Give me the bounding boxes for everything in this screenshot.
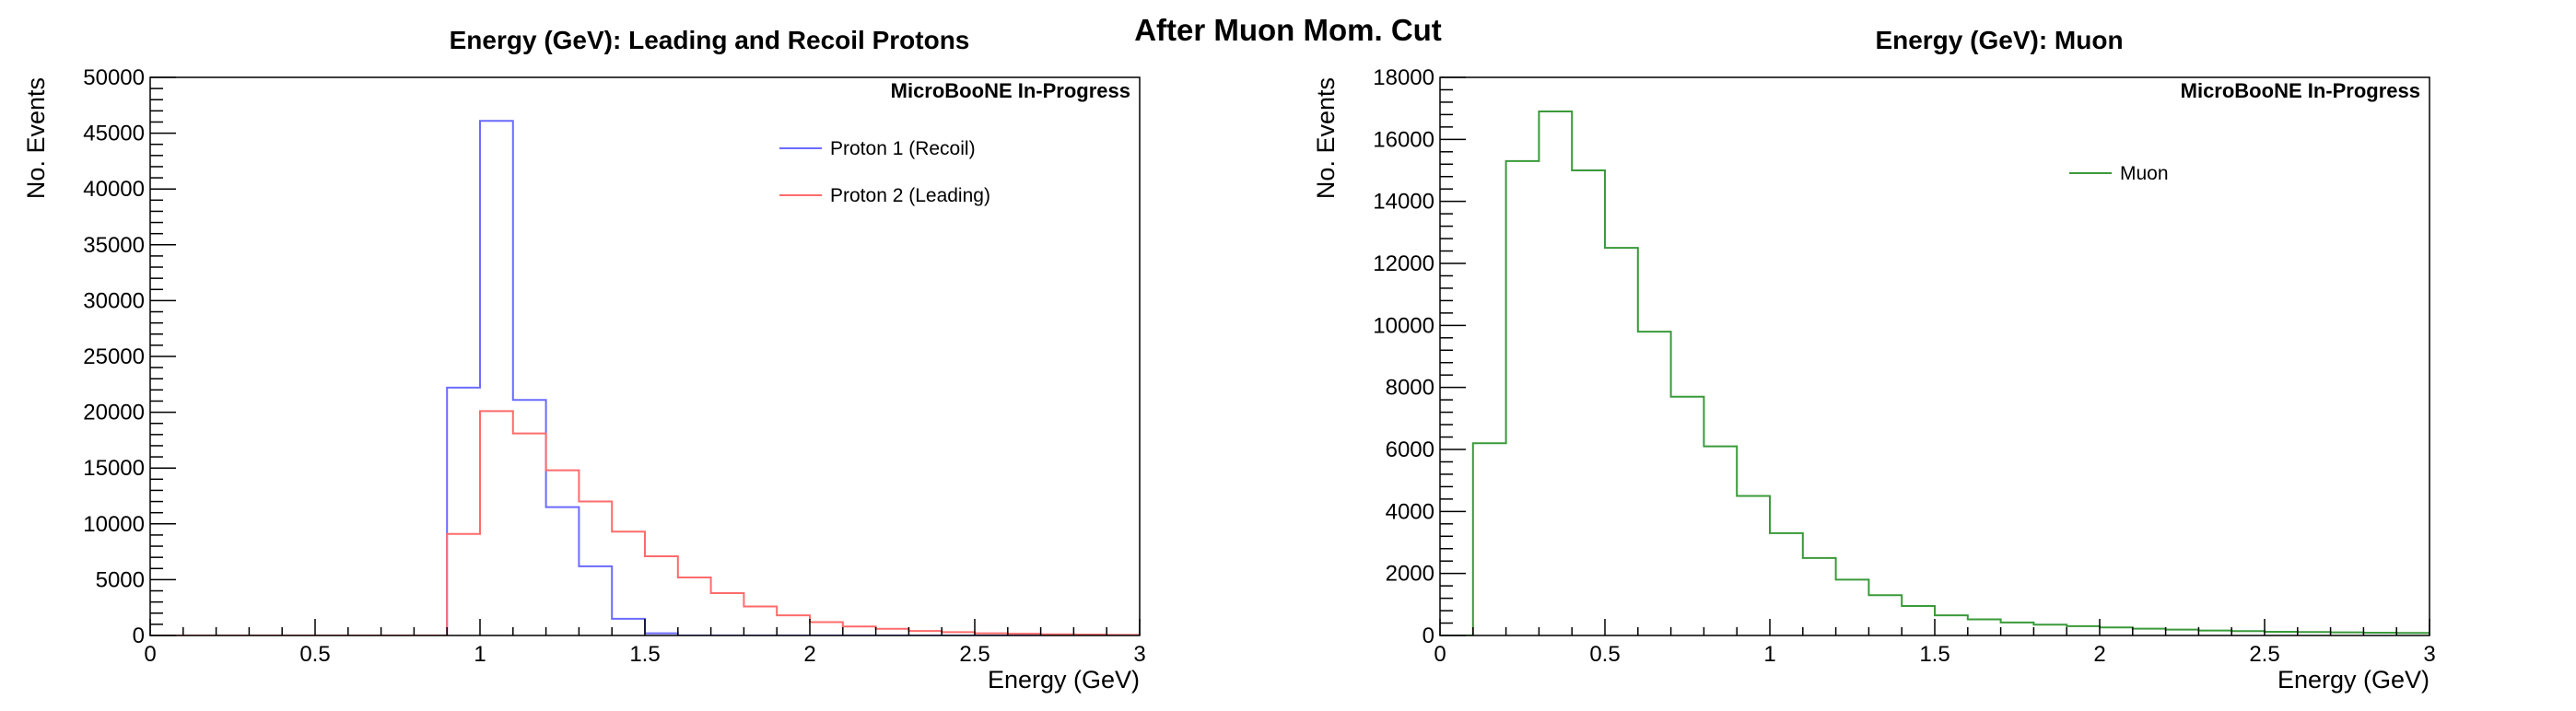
chart-title: Energy (GeV): Muon	[1875, 26, 2123, 54]
x-tick-label: 1	[474, 642, 486, 667]
x-tick-label: 0.5	[1589, 642, 1620, 667]
series-line-2	[150, 410, 1140, 635]
y-tick-label: 0	[133, 624, 145, 648]
microboone-tag: MicroBooNE In-Progress	[891, 79, 1130, 102]
y-tick-label: 30000	[83, 288, 145, 313]
legend-entry-label: Muon	[2120, 163, 2169, 184]
x-tick-label: 2.5	[2249, 642, 2279, 667]
x-axis-label: Energy (GeV)	[2277, 666, 2430, 694]
y-tick-label: 40000	[83, 177, 145, 202]
y-tick-label: 45000	[83, 122, 145, 146]
x-axis-label: Energy (GeV)	[988, 666, 1140, 694]
series-line-1	[1440, 111, 2430, 635]
y-tick-label: 8000	[1386, 376, 1434, 401]
x-tick-label: 1	[1763, 642, 1775, 667]
y-tick-label: 35000	[83, 233, 145, 258]
y-tick-label: 10000	[83, 512, 145, 537]
series-layer	[1440, 111, 2430, 635]
y-tick-label: 12000	[1373, 251, 1434, 276]
y-tick-label: 25000	[83, 344, 145, 369]
chart-panel-1: Energy (GeV): Leading and Recoil Protons…	[22, 26, 1146, 694]
x-tick-label: 2	[2093, 642, 2105, 667]
y-tick-label: 18000	[1373, 65, 1434, 90]
x-tick-label: 2.5	[959, 642, 989, 667]
y-axis-label: No. Events	[1312, 77, 1340, 199]
x-tick-label: 1.5	[1919, 642, 1950, 667]
y-tick-label: 14000	[1373, 190, 1434, 215]
x-tick-label: 0	[1434, 642, 1446, 667]
y-tick-label: 50000	[83, 65, 145, 90]
series-line-1	[150, 120, 1140, 635]
microboone-tag: MicroBooNE In-Progress	[2181, 79, 2420, 102]
y-axis-label: No. Events	[22, 77, 50, 199]
y-tick-label: 16000	[1373, 127, 1434, 152]
y-tick-label: 6000	[1386, 437, 1434, 462]
y-tick-label: 5000	[96, 567, 145, 592]
chart-panel-2: Energy (GeV): Muon 0 0.5 1 1.5 2 2.5 3 0 2000 4000…	[1312, 26, 2436, 694]
legend-entry-label: Proton 2 (Leading)	[830, 185, 990, 206]
chart-title: Energy (GeV): Leading and Recoil Protons	[450, 26, 970, 54]
y-tick-label: 4000	[1386, 499, 1434, 524]
y-tick-label: 15000	[83, 456, 145, 481]
x-tick-label: 0	[144, 642, 156, 667]
x-tick-label: 2	[803, 642, 815, 667]
figure-super-title: After Muon Mom. Cut	[1134, 13, 1442, 47]
series-layer	[150, 120, 1140, 635]
x-tick-label: 0.5	[299, 642, 330, 667]
x-tick-label: 3	[2423, 642, 2435, 667]
y-tick-label: 20000	[83, 401, 145, 425]
legend-entry-label: Proton 1 (Recoil)	[830, 138, 976, 159]
x-tick-label: 3	[1133, 642, 1145, 667]
x-tick-label: 1.5	[629, 642, 660, 667]
y-tick-label: 2000	[1386, 562, 1434, 587]
y-tick-label: 0	[1423, 624, 1434, 648]
y-tick-label: 10000	[1373, 313, 1434, 338]
plot-frame	[1439, 76, 2430, 636]
